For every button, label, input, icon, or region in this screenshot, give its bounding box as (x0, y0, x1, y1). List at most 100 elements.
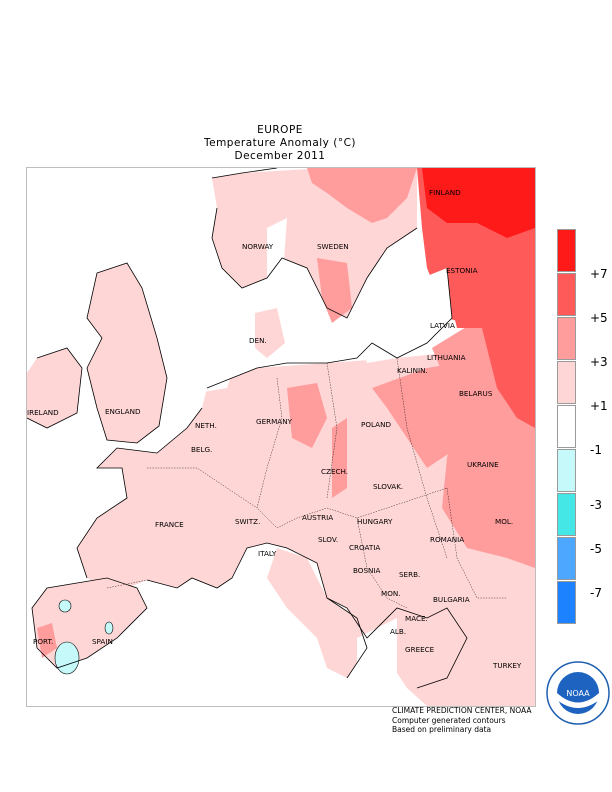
border-fr-es (106, 579, 148, 589)
label-mol: MOL. (495, 517, 514, 526)
central-sweden-shade (317, 258, 352, 323)
credits-block: CLIMATE PREDICTION CENTER, NOAA Computer… (392, 706, 531, 735)
label-slov: SLOV. (318, 535, 339, 544)
turkey-shade (467, 628, 535, 688)
title-variable: Temperature Anomaly (°C) (203, 137, 357, 149)
label-port: PORT. (33, 637, 54, 646)
legend-tick-minus1: -1 (590, 443, 602, 457)
label-bosnia: BOSNIA (353, 566, 381, 575)
label-lithuania: LITHUANIA (427, 353, 466, 362)
norway-coast-sea (267, 218, 287, 293)
label-italy: ITALY (258, 549, 277, 558)
portugal-shade (37, 623, 57, 658)
legend-box-above-7 (557, 229, 576, 272)
label-finland: FINLAND (429, 188, 461, 197)
france-west-coast (76, 407, 203, 579)
border-fr-de (147, 467, 258, 509)
label-hungary: HUNGARY (357, 517, 393, 526)
label-croatia: CROATIA (349, 543, 381, 552)
label-kalinin: KALININ. (397, 366, 428, 375)
spain-north-cold-cell (104, 621, 114, 635)
label-england: ENGLAND (105, 407, 141, 416)
coastlines (27, 168, 468, 689)
label-poland: POLAND (361, 420, 391, 429)
label-france: FRANCE (155, 520, 184, 529)
label-belg: BELG. (191, 445, 213, 454)
border-central (256, 377, 448, 529)
label-germany: GERMANY (256, 417, 292, 426)
legend-box-minus3-minus5 (557, 493, 576, 536)
map-panel: FINLAND NORWAY SWEDEN ESTONIA LATVIA DEN… (26, 167, 536, 707)
noaa-logo: NOAA (546, 661, 610, 725)
credit-method: Computer generated contours (392, 715, 506, 725)
border-ro-md (446, 487, 507, 599)
spain-cold-cell (54, 641, 80, 675)
britain-coast (86, 262, 168, 444)
mediterranean-north-coast (146, 542, 368, 679)
legend-tick-minus7: -7 (590, 586, 602, 600)
color-legend (557, 229, 576, 625)
italy-shade (267, 548, 367, 678)
iberia-coast (31, 577, 148, 669)
north-sea (177, 353, 237, 393)
mediterranean-west (128, 598, 287, 706)
label-switz: SWITZ. (235, 517, 261, 526)
legend-tick-minus5: -5 (590, 542, 602, 556)
legend-box-neutral (557, 405, 576, 448)
label-belarus: BELARUS (459, 389, 493, 398)
anomaly-map (27, 168, 535, 706)
finland-core-shade (422, 168, 535, 238)
label-austria: AUSTRIA (302, 513, 334, 522)
ireland-coast (27, 347, 83, 429)
logo-seagull-wave (557, 693, 599, 708)
title-period: December 2011 (234, 150, 326, 162)
poland-east-shade (372, 363, 472, 468)
legend-tick-plus7: +7 (590, 267, 608, 281)
legend-box-minus1-minus3 (557, 449, 576, 492)
label-norway: NORWAY (242, 242, 274, 251)
latvia-shade (447, 283, 487, 328)
portugal-cold-cell (58, 599, 72, 613)
label-latvia: LATVIA (430, 321, 455, 330)
legend-box-1-3 (557, 361, 576, 404)
country-borders (106, 357, 507, 609)
legend-tick-plus1: +1 (590, 399, 608, 413)
ireland-shade (27, 348, 82, 428)
adriatic-balkan-coast (326, 597, 468, 689)
border-balkans (356, 517, 408, 609)
anomaly-region-plus7 (422, 168, 535, 238)
label-alb: ALB. (390, 627, 407, 636)
anomaly-region-minus1 (54, 599, 114, 675)
denmark-shade (255, 308, 285, 358)
label-estonia: ESTONIA (446, 266, 478, 275)
title-region: EUROPE (257, 124, 303, 136)
label-ukraine: UKRAINE (467, 460, 499, 469)
north-sweden-shade (307, 168, 417, 223)
label-slovak: SLOVAK. (373, 482, 404, 491)
legend-tick-plus5: +5 (590, 311, 608, 325)
legend-box-5-7 (557, 273, 576, 316)
balkans-shade (397, 608, 467, 688)
label-neth: NETH. (195, 421, 217, 430)
credit-note: Based on preliminary data (392, 725, 492, 734)
sea-areas (128, 218, 452, 706)
border-de-pl (326, 362, 338, 499)
label-bulgaria: BULGARIA (433, 595, 470, 604)
label-spain: SPAIN (92, 637, 113, 646)
label-czech: CZECH. (321, 467, 349, 476)
north-continent-coast (206, 267, 453, 389)
scandinavia-coast (211, 168, 418, 319)
label-greece: GREECE (405, 645, 435, 654)
label-mace: MACE. (405, 614, 428, 623)
legend-box-below-minus7 (557, 581, 576, 624)
britain-shade (87, 263, 167, 443)
map-title: EUROPE Temperature Anomaly (°C) December… (0, 124, 560, 163)
label-serb: SERB. (399, 570, 421, 579)
legend-box-minus5-minus7 (557, 537, 576, 580)
legend-tick-plus3: +3 (590, 355, 608, 369)
germany-east-shade (287, 383, 327, 448)
label-den: DEN. (249, 336, 267, 345)
border-pl-ua (396, 357, 448, 559)
legend-tick-minus3: -3 (590, 498, 602, 512)
label-mon: MON. (381, 589, 401, 598)
